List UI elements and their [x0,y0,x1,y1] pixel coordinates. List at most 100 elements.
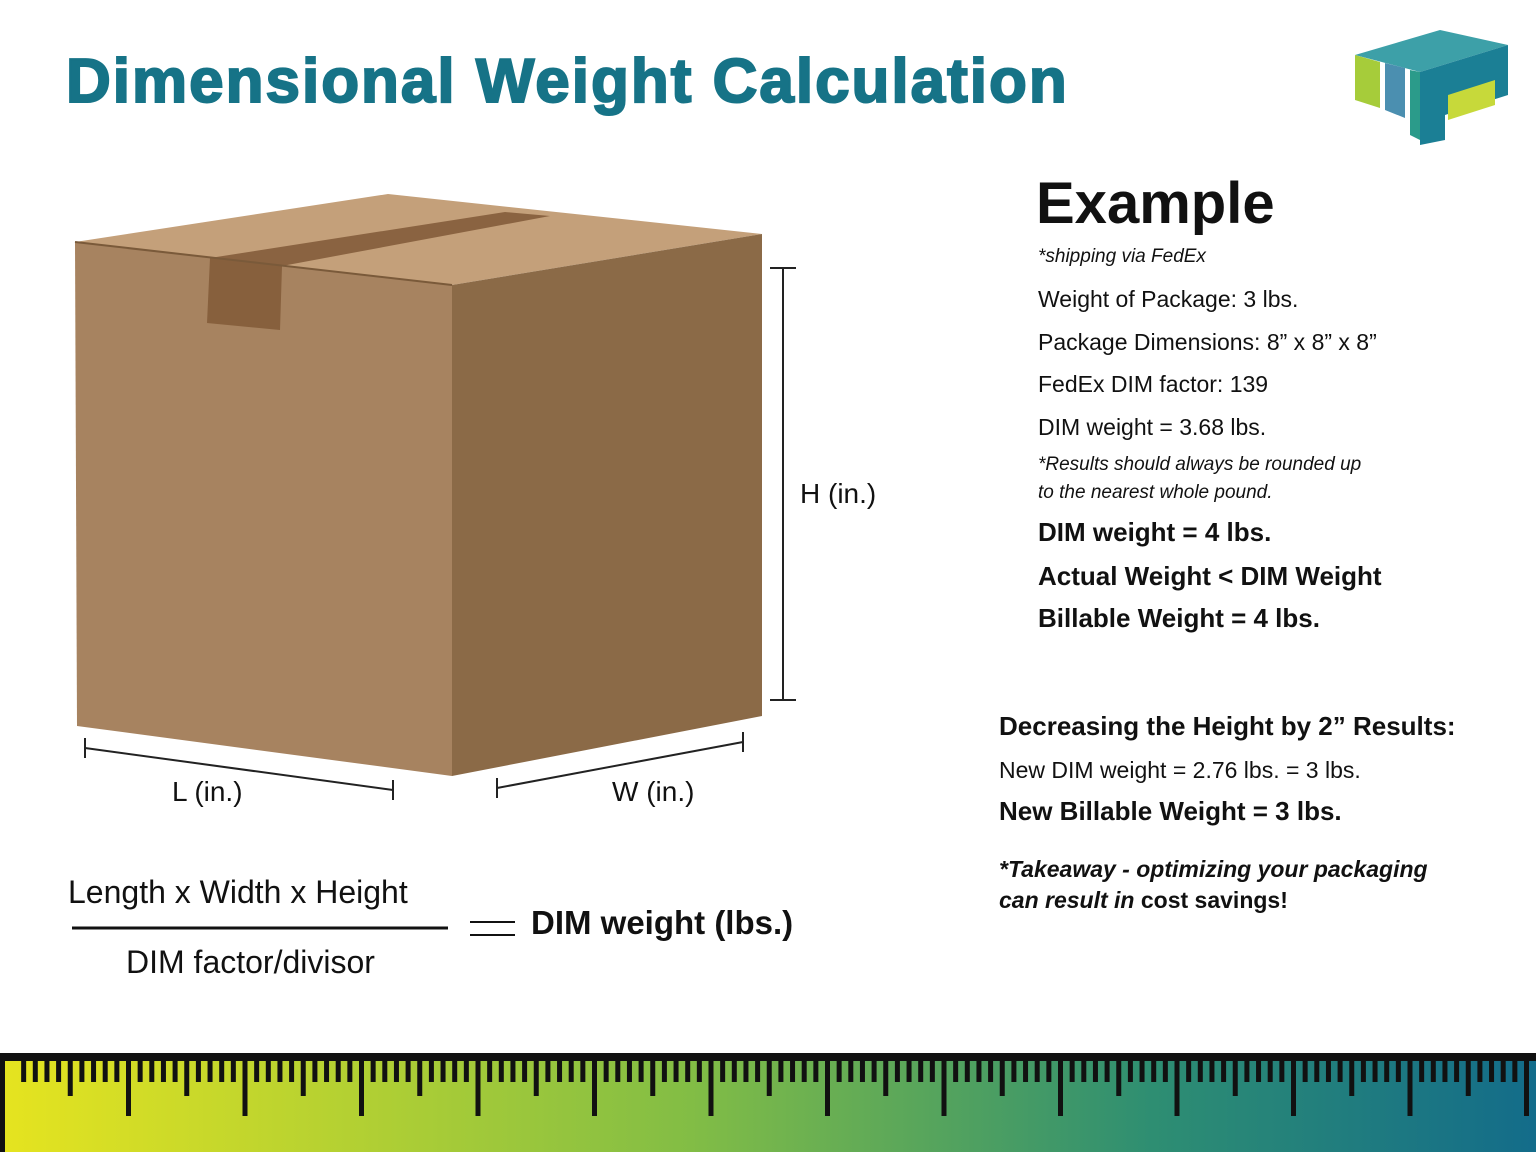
ruler-tick [1302,1060,1308,1082]
ruler-tick [906,1060,912,1082]
ruler-tick [160,1060,166,1082]
ruler-tick [195,1060,201,1082]
formula-numerator: Length x Width x Height [68,874,408,910]
ruler-tick [452,1060,458,1082]
ruler-tick [1419,1060,1425,1082]
ruler-tick [347,1060,353,1082]
ruler-tick [428,1060,434,1082]
ruler-tick [988,1060,994,1082]
ruler-tick [382,1060,388,1082]
ruler-tick [1477,1060,1483,1082]
example-bold-line: Billable Weight = 4 lbs. [1038,603,1320,633]
ruler-tick [126,1060,131,1116]
ruler-tick [1325,1060,1331,1082]
ruler-tick [1465,1060,1471,1096]
decrease-bold-line: New Billable Weight = 3 lbs. [999,796,1342,826]
ruler-tick [638,1060,644,1082]
ruler-tick [56,1060,62,1082]
ruler-tick [1267,1060,1273,1082]
ruler-tick [1291,1060,1296,1116]
example-bold-line: Actual Weight < DIM Weight [1038,561,1382,591]
ruler-tick [463,1060,469,1082]
ruler-tick [1209,1060,1215,1082]
title: Dimensional Weight Calculation [65,46,1069,117]
decrease-line: New DIM weight = 2.76 lbs. = 3 lbs. [999,757,1361,783]
ruler-tick [731,1060,737,1082]
ruler-tick [848,1060,854,1082]
ruler-tick [277,1060,283,1082]
ruler-tick [976,1060,982,1082]
ruler-tick [21,1060,27,1082]
example-heading: Example [1036,171,1275,236]
ruler-tick [871,1060,877,1082]
takeaway-text: can result in [999,887,1135,913]
ruler-tick [859,1060,865,1082]
ruler-tick [1162,1060,1168,1082]
ruler-tick [1349,1060,1355,1096]
ruler-tick [137,1060,143,1082]
ruler-tick [1384,1060,1390,1082]
ruler-tick [953,1060,959,1082]
ruler-tick [32,1060,38,1082]
ruler-tick [708,1060,714,1116]
ruler-tick [1104,1060,1110,1082]
ruler-tick [755,1060,761,1082]
ruler-tick [254,1060,260,1082]
ruler-tick [370,1060,376,1082]
box-side [452,234,762,776]
ruler-tick [1081,1060,1087,1082]
ruler-edge [0,1053,5,1152]
ruler-tick [393,1060,399,1082]
formula-lines [72,921,515,936]
ruler-tick [1221,1060,1227,1082]
ruler-tick [335,1060,341,1082]
ruler-tick [999,1060,1005,1096]
ruler-tick [1232,1060,1238,1096]
ruler-tick [720,1060,726,1082]
ruler-tick [1151,1060,1157,1082]
ruler-tick [289,1060,295,1082]
example-line: Weight of Package: 3 lbs. [1038,286,1299,312]
box-tape [210,212,550,266]
ruler-tick [1069,1060,1075,1082]
ruler-tick [207,1060,213,1082]
ruler-tick [172,1060,178,1082]
ruler-tick [312,1060,318,1082]
ruler-tick [778,1060,784,1082]
ruler-tick [300,1060,306,1096]
ruler-tick [1524,1060,1529,1116]
ruler-tick [766,1060,772,1096]
height-label: H (in.) [800,478,877,509]
takeaway: *Takeaway - optimizing your packaging [999,856,1428,882]
ruler-tick [1430,1060,1436,1082]
ruler-tick [825,1060,830,1116]
example-line: DIM weight = 3.68 lbs. [1038,414,1267,440]
rounding-note: to the nearest whole pound. [1038,482,1273,503]
box-front [75,242,452,776]
ruler-tick [790,1060,796,1082]
example-line: Package Dimensions: 8” x 8” x 8” [1038,329,1377,355]
ruler-tick [265,1060,271,1082]
logo [1355,30,1508,145]
ruler-tick [1011,1060,1017,1082]
ruler-tick [67,1060,73,1096]
ruler-tick [661,1060,667,1082]
ruler-tick [1116,1060,1122,1096]
decrease-heading: Decreasing the Height by 2” Results: [999,711,1456,741]
ruler-tick [568,1060,574,1082]
ruler-tick [1023,1060,1029,1082]
ruler-tick [230,1060,236,1082]
ruler-tick [522,1060,528,1082]
ruler-tick [673,1060,679,1082]
ruler-tick [1489,1060,1495,1082]
ruler-tick [964,1060,970,1082]
example-note: *shipping via FedEx [1038,246,1206,267]
ruler-tick [1454,1060,1460,1082]
formula-denominator: DIM factor/divisor [126,944,375,980]
ruler-tick [801,1060,807,1082]
ruler-tick [1058,1060,1063,1116]
ruler-tick [883,1060,889,1096]
ruler-tick [1512,1060,1518,1082]
